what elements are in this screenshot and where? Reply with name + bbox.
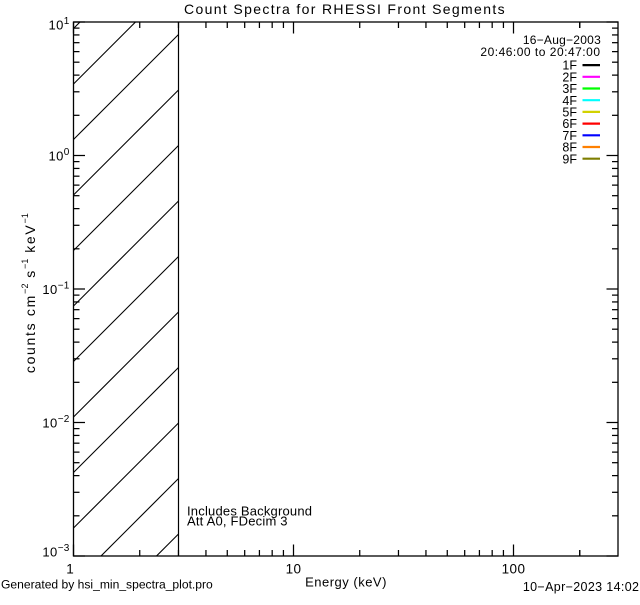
svg-text:Count Spectra for RHESSI Front: Count Spectra for RHESSI Front Segments [184,1,506,17]
svg-text:Generated by hsi_min_spectra_p: Generated by hsi_min_spectra_plot.pro [1,578,213,592]
svg-text:100: 100 [502,562,526,577]
svg-text:9F: 9F [562,152,577,166]
svg-text:20:46:00 to 20:47:00: 20:46:00 to 20:47:00 [480,45,600,59]
svg-text:10−Apr−2023 14:02: 10−Apr−2023 14:02 [523,580,639,594]
svg-text:Energy (keV): Energy (keV) [305,575,387,590]
svg-text:Att A0, FDecim 3: Att A0, FDecim 3 [187,513,288,528]
svg-text:1: 1 [66,562,74,577]
svg-text:10: 10 [286,562,302,577]
